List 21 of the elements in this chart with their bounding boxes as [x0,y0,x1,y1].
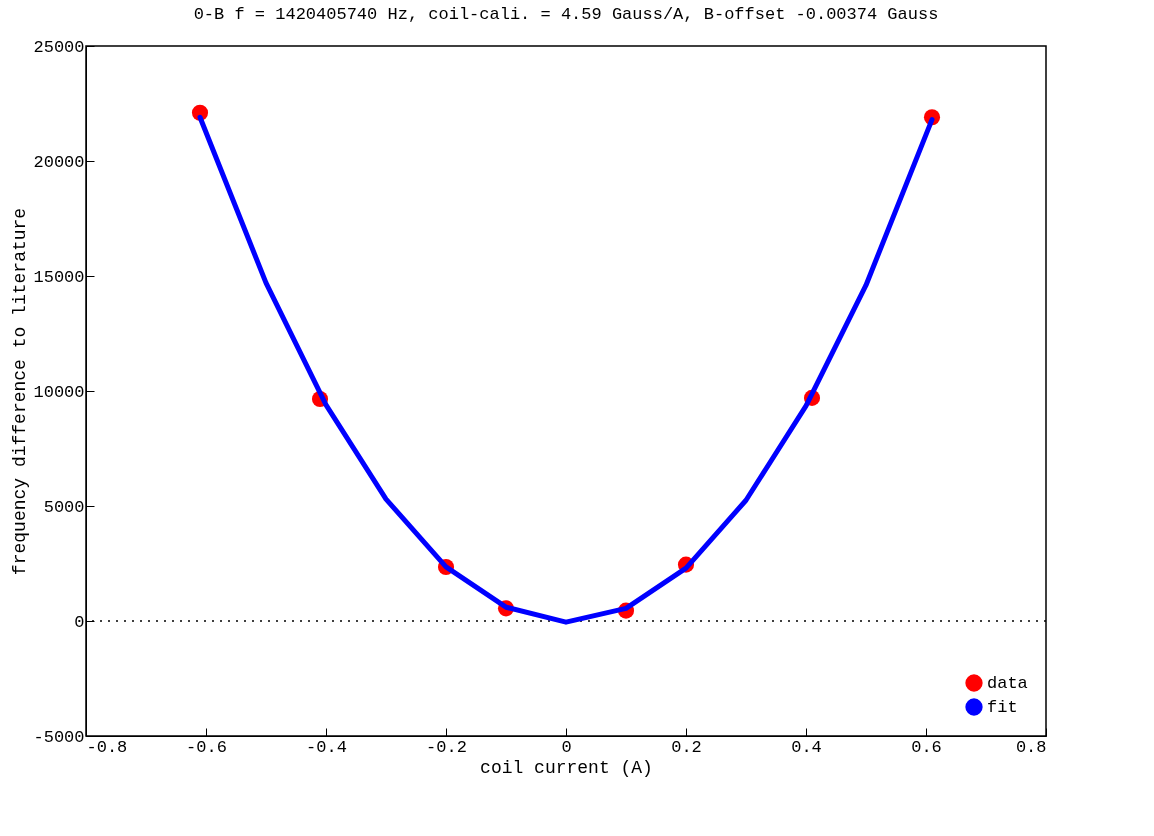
x-tick-label: -0.8 [86,737,128,757]
x-tick-label: -0.2 [426,737,467,757]
x-tick-label: 0.4 [791,737,822,757]
x-tick-label: -0.6 [186,737,227,757]
y-tick-label: 25000 [33,37,85,57]
y-tick-label: 10000 [33,382,85,402]
x-tick-label: 0.6 [911,737,942,757]
x-tick-label: 0.2 [671,737,702,757]
y-tick-label: 5000 [43,497,85,517]
y-axis-title: frequency difference to literature [10,207,31,576]
x-tick-label: -0.4 [306,737,347,757]
legend-label: fit [987,698,1018,717]
y-tick-label: 15000 [33,267,85,287]
y-tick-label: 0 [74,612,85,632]
x-tick-label: 0.8 [1015,737,1047,757]
x-axis-title: coil current (A) [480,757,653,778]
x-tick-label: 0 [561,737,572,757]
chart-title: 0-B f = 1420405740 Hz, coil-cali. = 4.59 Gauss/A, B-offset -0.00374 Gauss [193,5,939,24]
y-tick-label: -5000 [33,727,85,747]
legend-label: data [987,674,1028,693]
y-tick-label: 20000 [33,152,85,172]
